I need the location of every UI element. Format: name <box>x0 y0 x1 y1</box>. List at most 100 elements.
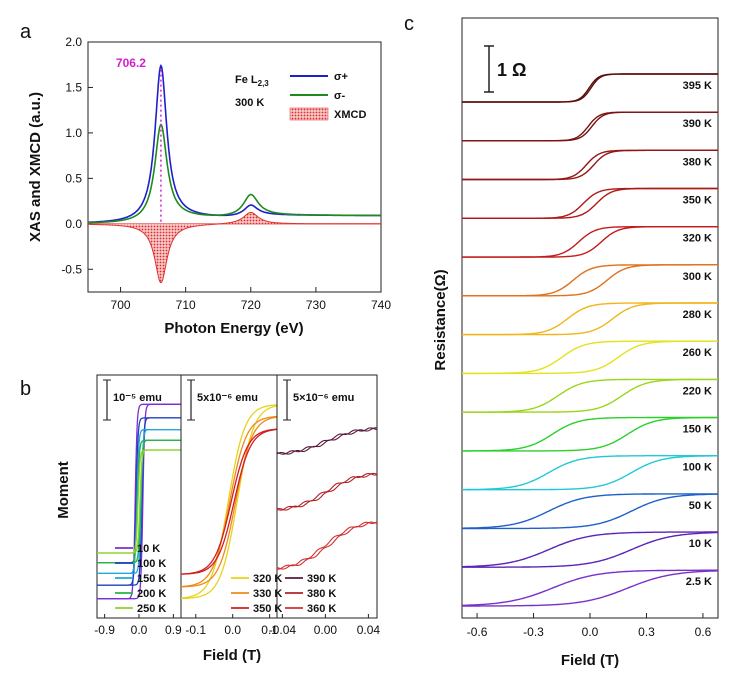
c-xtick-label: 0.6 <box>695 625 712 639</box>
r-curve-4-down <box>462 226 718 258</box>
loop-0-2-down <box>97 428 181 575</box>
loop-2-0-down <box>276 427 378 455</box>
c-temp-label: 280 K <box>683 309 712 321</box>
a-ytick-label: 0.5 <box>65 171 82 185</box>
panel-c-plot: 395 K 390 K 380 K 350 K 320 K 300 K 280 K 260 K… <box>432 17 719 669</box>
r-curve-0-down <box>462 73 718 103</box>
r-curve-6-up <box>462 302 718 336</box>
a-ytick-label: 0.0 <box>65 217 82 231</box>
b-scale-label: 5x10⁻⁶ emu <box>197 392 258 404</box>
r-curve-2-up <box>462 149 718 181</box>
b-xtick-label: 0.0 <box>224 623 241 637</box>
loop-1-0-up <box>181 405 278 600</box>
a-xtick-label: 740 <box>371 298 391 312</box>
c-xtick-label: 0.3 <box>638 625 655 639</box>
a-ytick-label: 1.5 <box>65 80 82 94</box>
fe-label-element: Fe L <box>235 74 258 86</box>
panel-c-xlabel: Field (T) <box>561 652 619 669</box>
panel-a-frame <box>87 41 382 293</box>
c-temp-label: 100 K <box>683 462 712 474</box>
loop-0-1-down <box>97 417 181 586</box>
b-xtick-label: -0.04 <box>269 623 297 637</box>
r-curve-6-down <box>462 302 718 336</box>
loop-1-2-up <box>180 428 278 575</box>
r-curve-8-down <box>462 378 718 413</box>
panel-b-plot: -0.9 0.0 0.9 10⁻⁵ emu 10 K 100 K 150 K 200 K 250… <box>55 374 381 664</box>
loop-2-2-up <box>276 521 378 570</box>
c-xtick-label: -0.3 <box>523 625 544 639</box>
panel-a-plot: 700 710 720 730 740 -0.5 0.0 0.5 1.0 1.5 2.0 706.2… <box>27 35 391 337</box>
panel-letter-c: c <box>404 13 414 35</box>
b-xtick-label: 0.00 <box>314 623 338 637</box>
panel-a-legend: σ+ σ- XMCD <box>289 71 366 121</box>
c-temp-label: 260 K <box>683 347 712 359</box>
c-temp-label: 380 K <box>683 156 712 168</box>
xmcd-curve <box>88 211 381 284</box>
loop-2-2-down <box>277 521 378 570</box>
r-curve-7-up <box>462 340 718 375</box>
r-curve-10-up <box>462 455 718 491</box>
temp-label: 300 K <box>235 97 264 109</box>
loop-0-3-down <box>97 439 181 564</box>
a-xtick-label: 710 <box>176 298 196 312</box>
legend-label-2: XMCD <box>334 109 366 121</box>
fe-label-subscript: 2,3 <box>258 79 270 88</box>
c-temp-label: 390 K <box>683 118 712 130</box>
panel-a-ticks: 700 710 720 730 740 -0.5 0.0 0.5 1.0 1.5 2.0 <box>61 35 391 312</box>
c-temp-label: 10 K <box>689 538 712 550</box>
a-xtick-label: 720 <box>241 298 261 312</box>
b-scale-label: 5×10⁻⁶ emu <box>293 392 354 404</box>
b-legend-label: 390 K <box>307 573 336 585</box>
r-curve-9-up <box>462 416 718 452</box>
legend-swatch-xmcd <box>289 107 329 121</box>
panel-b-subplot-2: -0.1 0.0 0.1 5x10⁻⁶ emu 320 K 330 K 350 K <box>180 374 282 637</box>
panel-b-ylabel: Moment <box>55 461 72 519</box>
b-xtick-label: 0.0 <box>131 623 148 637</box>
b-legend-label: 350 K <box>253 603 282 615</box>
r-curve-2-down <box>462 149 718 181</box>
c-temp-label: 395 K <box>683 80 712 92</box>
b-legend-label: 330 K <box>253 588 282 600</box>
legend-label-1: σ- <box>334 90 346 102</box>
c-temp-label: 150 K <box>683 424 712 436</box>
b-xtick-label: 0.9 <box>165 623 182 637</box>
b-legend-label: 150 K <box>137 573 166 585</box>
c-xtick-label: 0.0 <box>582 625 599 639</box>
c-temp-label: 320 K <box>683 233 712 245</box>
b-xtick-label: -0.9 <box>94 623 115 637</box>
b-scale-label: 10⁻⁵ emu <box>113 392 162 404</box>
loop-1-1-up <box>181 416 278 588</box>
loop-2-1-down <box>276 472 378 511</box>
r-curve-4-up <box>462 226 718 258</box>
series-1-curve <box>88 123 381 224</box>
b-legend-label: 380 K <box>307 588 336 600</box>
r-curve-12-down <box>462 531 718 568</box>
panel-letter-b: b <box>20 378 31 400</box>
r-curve-3-up <box>462 187 718 219</box>
panel-a-ylabel: XAS and XMCD (a.u.) <box>27 92 44 242</box>
b-legend-label: 200 K <box>137 588 166 600</box>
loop-1-2-down <box>180 428 277 575</box>
b-xtick-label: 0.04 <box>357 623 381 637</box>
loop-1-1-down <box>180 415 278 588</box>
peak-label: 706.2 <box>116 56 146 70</box>
panel-letter-a: a <box>20 21 32 43</box>
panel-a-curves <box>88 63 381 284</box>
loop-2-0-up <box>276 427 378 455</box>
b-xtick-label: 0.1 <box>261 623 278 637</box>
r-curve-12-up <box>462 531 718 568</box>
r-curve-3-down <box>462 187 718 219</box>
panel-c-ticks: -0.6 -0.3 0.0 0.3 0.6 <box>467 613 712 639</box>
c-xtick-label: -0.6 <box>467 625 488 639</box>
c-temp-label: 300 K <box>683 271 712 283</box>
r-curve-1-up <box>462 111 718 142</box>
c-temp-label: 2.5 K <box>686 576 712 588</box>
a-ytick-label: 1.0 <box>65 126 82 140</box>
panel-c-ylabel: Resistance(Ω) <box>432 269 449 370</box>
b-frame-2 <box>276 374 378 619</box>
r-curve-1-down <box>462 111 718 142</box>
loop-1-0-down <box>181 404 278 599</box>
b-legend-label: 360 K <box>307 603 336 615</box>
b-legend-label: 320 K <box>253 573 282 585</box>
